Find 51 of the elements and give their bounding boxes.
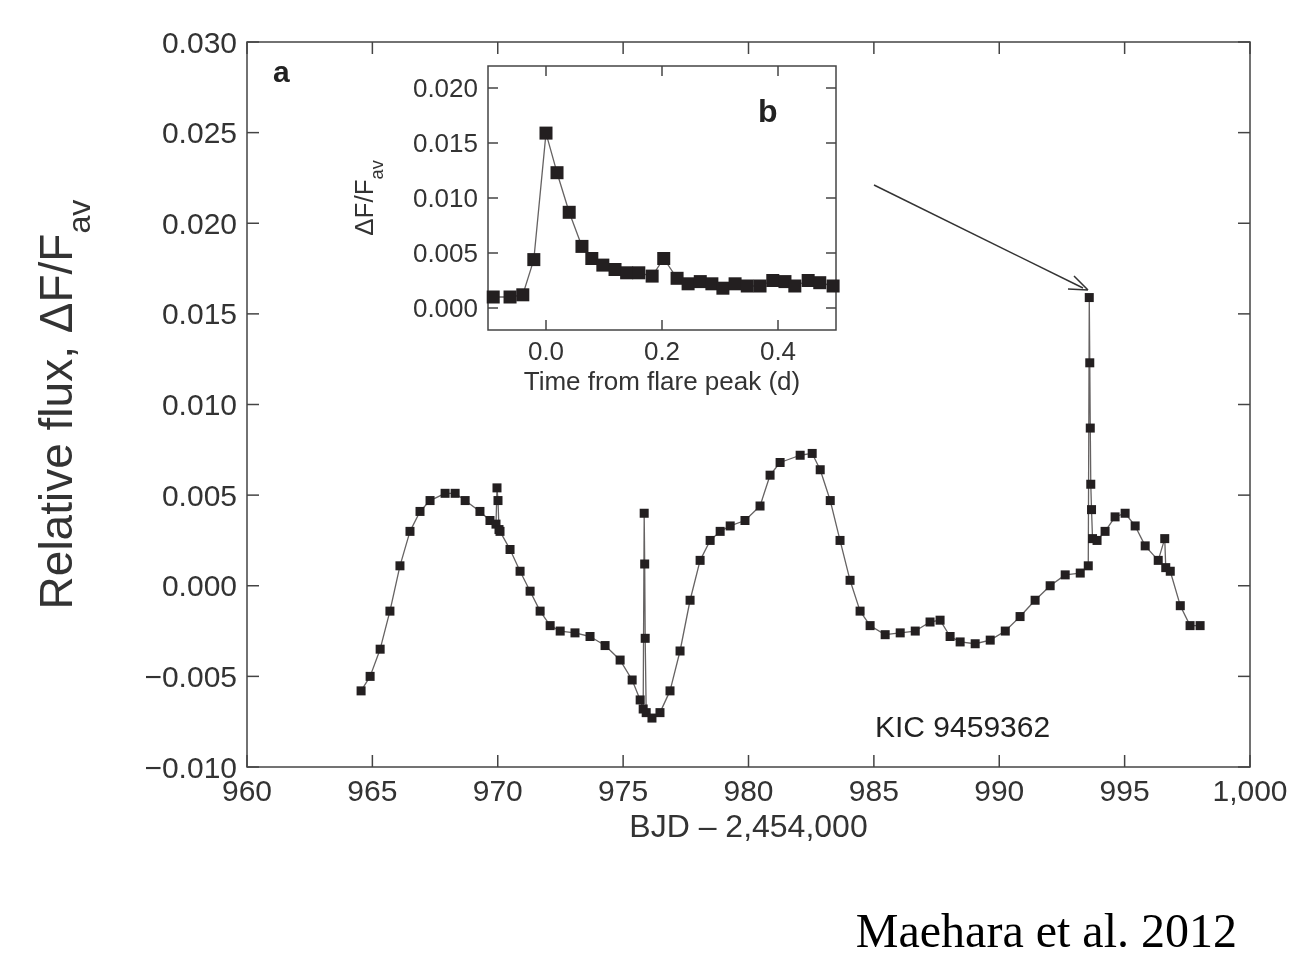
point (813, 276, 827, 290)
point (527, 253, 541, 267)
x-tick-label: 0.2 (643, 336, 681, 366)
point (539, 126, 553, 140)
y-tick-label: 0.000 (412, 293, 478, 324)
x-tick-label: 985 (848, 774, 899, 807)
point (562, 205, 576, 219)
point (503, 290, 517, 304)
y-tick-label: 0.010 (161, 388, 237, 421)
annotation: KIC 9459362 (875, 710, 1051, 743)
point (575, 239, 589, 253)
y-tick-label: 0.025 (161, 116, 237, 150)
y-tick-label: 0.005 (412, 238, 478, 269)
x-tick-label: 0.0 (527, 336, 565, 366)
point (550, 166, 564, 180)
point (670, 271, 684, 285)
point (645, 269, 659, 283)
y-tick-label: 0.000 (161, 569, 237, 603)
point (585, 252, 599, 265)
point (681, 277, 695, 291)
y-tick-label: 0.015 (412, 128, 478, 159)
x-tick-label: 1,000 (1212, 774, 1288, 807)
point (753, 279, 767, 293)
annotation: b (758, 93, 778, 129)
x-axis-title: BJD – 2,454,000 (629, 808, 868, 844)
point (632, 266, 646, 280)
y-tick-label: 0.030 (161, 25, 237, 59)
annotation: a (273, 55, 290, 88)
y-tick-label: 0.010 (412, 183, 478, 214)
x-axis-title: Time from flare peak (d) (523, 366, 801, 396)
point (740, 279, 754, 293)
point (766, 274, 780, 287)
y-tick-label: 0.020 (412, 73, 478, 104)
y-tick-label: 0.005 (161, 478, 237, 512)
x-tick-label: 995 (1099, 774, 1150, 807)
point (596, 258, 610, 272)
point (516, 288, 530, 302)
x-tick-label: 0.4 (759, 336, 797, 366)
point (486, 290, 500, 304)
y-tick-label: −0.005 (144, 659, 237, 693)
x-tick-label: 970 (472, 774, 523, 807)
x-tick-label: 980 (723, 774, 774, 807)
x-tick-label: 975 (598, 774, 649, 807)
text: Maehara et al. 2012 (855, 904, 1237, 957)
y-tick-label: 0.020 (161, 206, 237, 240)
point (788, 279, 802, 293)
y-tick-label: 0.015 (161, 297, 237, 331)
point (657, 252, 671, 265)
x-tick-label: 965 (347, 774, 398, 807)
point (826, 279, 840, 293)
x-tick-label: 990 (974, 774, 1025, 807)
